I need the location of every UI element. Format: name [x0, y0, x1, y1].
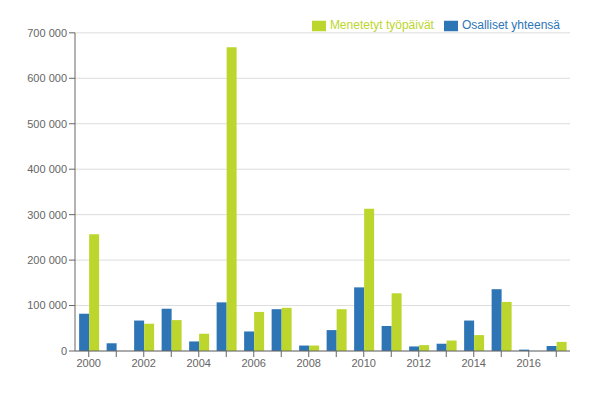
svg-text:2014: 2014	[462, 357, 486, 369]
html-text:Osalliset yhteensä: Osalliset yhteensä	[461, 18, 560, 32]
html-text:Menetetyt työpäivät: Menetetyt työpäivät	[329, 18, 434, 32]
svg-text:2002: 2002	[132, 357, 156, 369]
svg-text:100 000: 100 000	[27, 299, 67, 311]
svg-text:300 000: 300 000	[27, 209, 67, 221]
svg-text:200 000: 200 000	[27, 254, 67, 266]
svg-text:2012: 2012	[407, 357, 431, 369]
svg-text:2000: 2000	[77, 357, 101, 369]
svg-text:700 000: 700 000	[27, 27, 67, 39]
svg-text:0: 0	[61, 345, 67, 357]
svg-text:400 000: 400 000	[27, 163, 67, 175]
svg-text:2008: 2008	[297, 357, 321, 369]
svg-text:500 000: 500 000	[27, 118, 67, 130]
svg-text:2016: 2016	[517, 357, 541, 369]
svg-text:2004: 2004	[187, 357, 211, 369]
svg-text:2010: 2010	[352, 357, 376, 369]
svg-text:2006: 2006	[242, 357, 266, 369]
svg-text:600 000: 600 000	[27, 72, 67, 84]
